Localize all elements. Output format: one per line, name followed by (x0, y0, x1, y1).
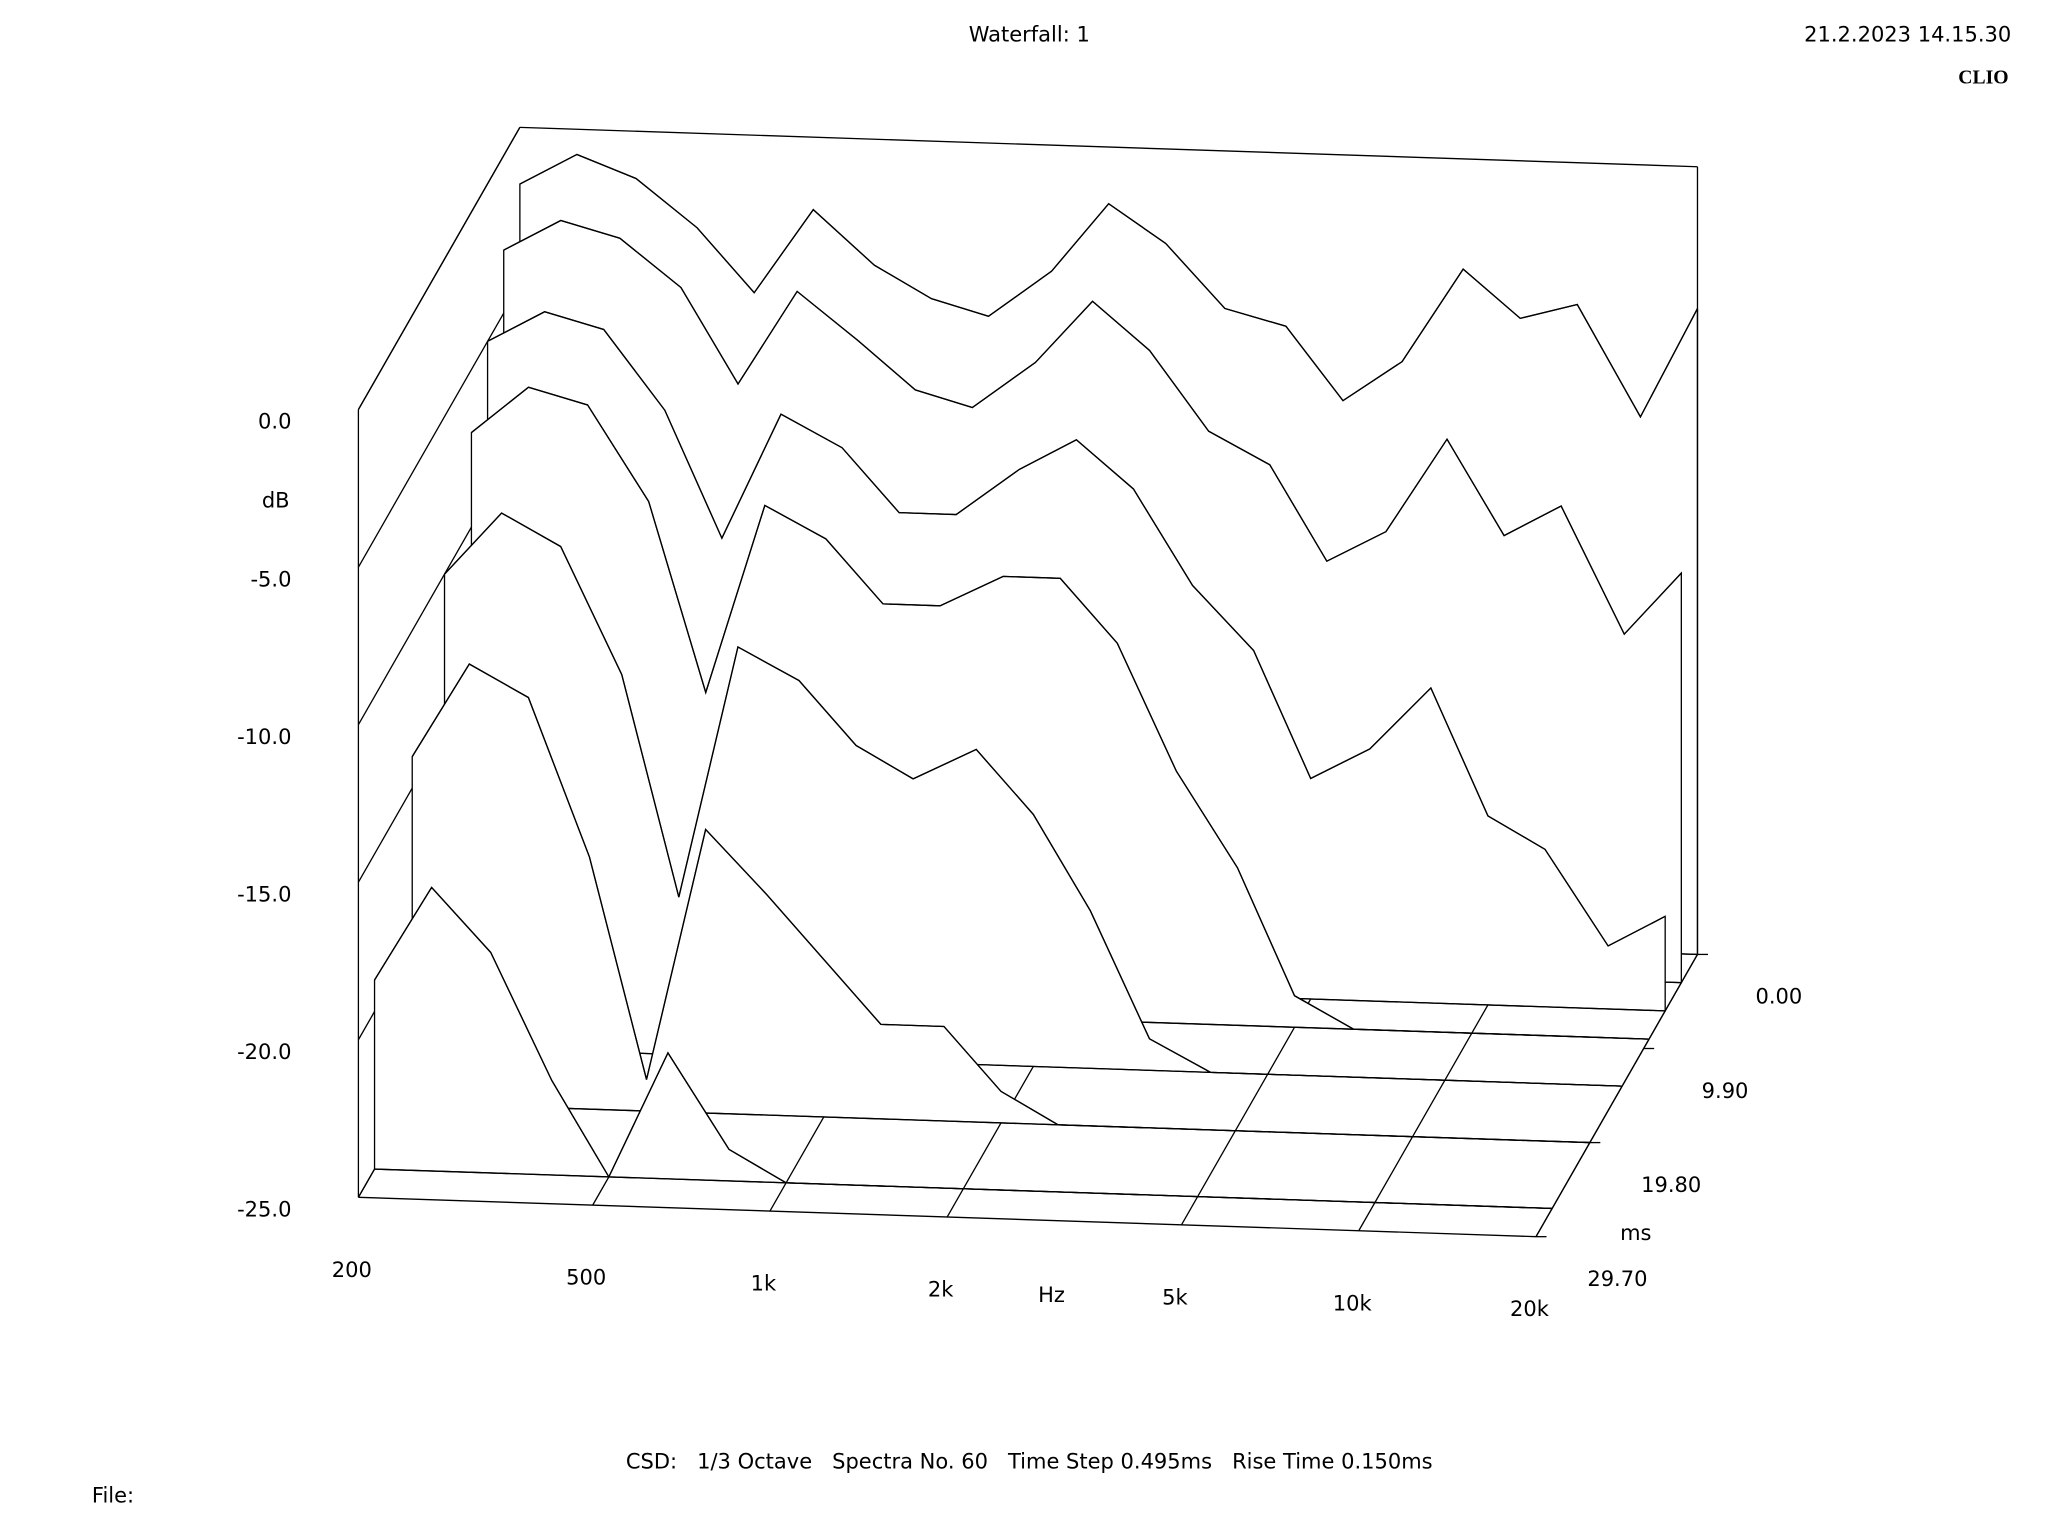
box-edge (519, 126, 1698, 168)
y-tick-label: -20.0 (237, 1040, 291, 1064)
brand: CLIO (1958, 66, 2008, 88)
spectrum-line (444, 512, 1623, 1087)
spectrum-line (471, 386, 1650, 1040)
date: 21.2.2023 14.15.30 (1804, 22, 2011, 46)
z-tick-label: 0.00 (1755, 985, 1802, 1009)
x-tick-label: 1k (751, 1272, 777, 1296)
file-label: File: (92, 1484, 134, 1508)
z-axis-label: ms (1620, 1221, 1651, 1245)
z-tick-label: 29.70 (1587, 1267, 1647, 1291)
box-edge (358, 1196, 1537, 1238)
plot (357, 127, 1708, 1238)
grid-line (357, 284, 521, 568)
x-tick-label: 200 (332, 1258, 372, 1282)
y-tick-label: -15.0 (237, 882, 291, 906)
y-tick-label: -25.0 (237, 1197, 291, 1221)
y-axis-label: dB (262, 488, 290, 512)
x-tick-label: 5k (1162, 1285, 1188, 1309)
spectrum-line (519, 153, 1699, 419)
x-tick-label: 20k (1510, 1297, 1550, 1321)
x-tick-label: 500 (566, 1266, 606, 1290)
chart-title: Waterfall: 1 (969, 22, 1090, 46)
footer: CSD: 1/3 Octave Spectra No. 60 Time Step… (626, 1449, 1433, 1473)
box (357, 126, 1699, 1238)
spectrum-line (373, 886, 1553, 1210)
spectrum-line (411, 663, 1590, 1144)
box-edge (1535, 954, 1699, 1238)
y-tick-label: 0.0 (258, 410, 291, 434)
x-tick-label: 2k (928, 1278, 954, 1302)
spectrum-line (487, 311, 1666, 947)
x-axis-label: Hz (1038, 1283, 1065, 1307)
x-tick-label: 10k (1333, 1291, 1373, 1315)
spectrum-line (503, 219, 1682, 636)
box-edge (357, 127, 521, 410)
y-tick-label: -5.0 (250, 567, 291, 591)
z-tick-label: 19.80 (1641, 1173, 1701, 1197)
y-tick-label: -10.0 (237, 725, 291, 749)
z-tick-label: 9.90 (1702, 1079, 1749, 1103)
